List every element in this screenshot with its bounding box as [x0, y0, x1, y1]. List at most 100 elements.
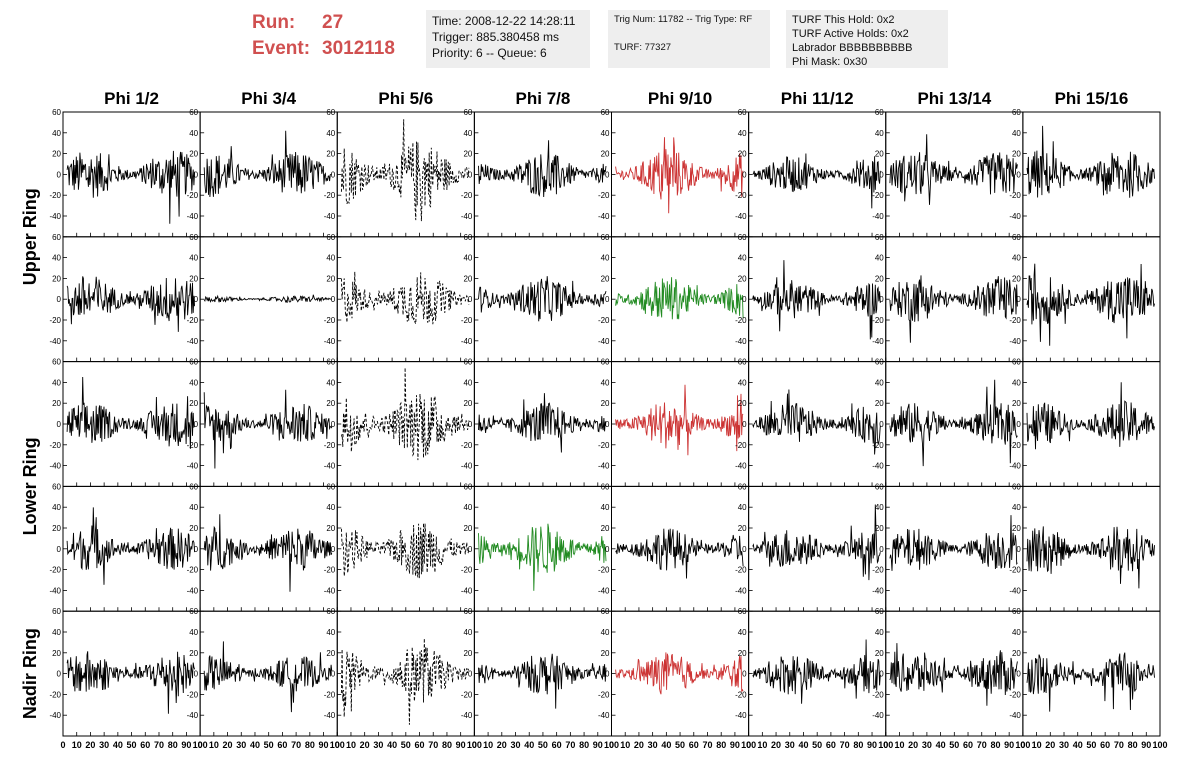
x-tick-label: 70 — [565, 740, 575, 750]
y-tick-label: -20 — [1009, 191, 1021, 200]
y-tick-label: -20 — [324, 690, 336, 699]
waveform-trace — [752, 504, 881, 581]
x-tick-label: 90 — [1004, 740, 1014, 750]
waveform-trace — [615, 277, 744, 320]
x-tick-label: 60 — [826, 740, 836, 750]
waveform-trace — [340, 271, 470, 326]
y-tick-label: 0 — [468, 295, 473, 304]
x-tick-label: 80 — [990, 740, 1000, 750]
y-tick-label: 40 — [326, 628, 335, 637]
panel-frame — [62, 361, 201, 487]
y-tick-label: 20 — [326, 150, 335, 159]
y-tick-label: 60 — [875, 108, 884, 117]
y-tick-label: 60 — [738, 607, 747, 616]
x-tick-label: 60 — [552, 740, 562, 750]
y-tick-label: 60 — [326, 482, 335, 491]
y-tick-label: 0 — [1016, 545, 1021, 554]
priority-line: Priority: 6 -- Queue: 6 — [432, 46, 547, 60]
trig-num-line: Trig Num: 11782 -- Trig Type: RF — [614, 14, 753, 25]
x-tick-label: 0 — [472, 740, 477, 750]
x-tick-label: 60 — [689, 740, 699, 750]
y-tick-label: 20 — [601, 399, 610, 408]
waveform-trace — [889, 515, 1018, 571]
y-tick-label: 20 — [1012, 649, 1021, 658]
x-tick-label: 50 — [812, 740, 822, 750]
y-tick-label: -40 — [49, 711, 61, 720]
y-tick-label: 60 — [601, 607, 610, 616]
y-tick-label: -20 — [324, 566, 336, 575]
y-tick-label: -40 — [461, 711, 473, 720]
y-tick-label: 20 — [738, 150, 747, 159]
y-tick-label: 20 — [738, 649, 747, 658]
x-tick-label: 90 — [1141, 740, 1151, 750]
x-tick-label: 50 — [675, 740, 685, 750]
y-tick-label: -40 — [872, 711, 884, 720]
y-tick-label: -20 — [735, 690, 747, 699]
y-tick-label: 0 — [605, 670, 610, 679]
y-tick-label: 20 — [52, 399, 61, 408]
y-tick-label: -20 — [872, 441, 884, 450]
y-tick-label: 60 — [875, 358, 884, 367]
x-tick-label: 40 — [524, 740, 534, 750]
waveform-trace — [66, 507, 196, 585]
y-tick-label: 40 — [1012, 503, 1021, 512]
panel-frame — [473, 610, 612, 737]
waveform-trace — [1026, 652, 1155, 712]
trigger-line: Trigger: 885.380458 ms — [432, 30, 559, 44]
y-tick-label: 20 — [601, 649, 610, 658]
x-tick-label: 20 — [223, 740, 233, 750]
y-tick-label: 0 — [468, 170, 473, 179]
x-tick-label: 100 — [1152, 740, 1167, 750]
y-tick-label: -40 — [461, 462, 473, 471]
waveform-trace — [752, 639, 881, 704]
y-tick-label: 0 — [331, 170, 336, 179]
y-tick-label: 0 — [194, 545, 199, 554]
y-tick-label: 20 — [326, 524, 335, 533]
y-tick-label: -20 — [461, 441, 473, 450]
y-tick-label: 40 — [601, 628, 610, 637]
y-tick-label: 60 — [326, 358, 335, 367]
x-tick-label: 20 — [360, 740, 370, 750]
waveform-trace — [889, 134, 1018, 205]
y-tick-label: 40 — [463, 254, 472, 263]
y-tick-label: 0 — [605, 420, 610, 429]
y-tick-label: 60 — [326, 108, 335, 117]
waveform-trace — [478, 140, 607, 198]
y-tick-label: -40 — [1009, 337, 1021, 346]
y-tick-label: 0 — [605, 545, 610, 554]
y-tick-label: 20 — [326, 649, 335, 658]
x-tick-label: 40 — [387, 740, 397, 750]
y-tick-label: 0 — [468, 545, 473, 554]
x-tick-label: 90 — [730, 740, 740, 750]
y-tick-label: -40 — [187, 586, 199, 595]
y-tick-label: 0 — [57, 170, 62, 179]
y-tick-label: 60 — [601, 233, 610, 242]
x-tick-label: 60 — [1100, 740, 1110, 750]
y-tick-label: -20 — [598, 316, 610, 325]
y-tick-label: 20 — [52, 524, 61, 533]
column-title: Phi 13/14 — [917, 89, 991, 108]
y-tick-label: 40 — [189, 129, 198, 138]
waveform-trace — [203, 389, 333, 469]
x-tick-label: 0 — [609, 740, 614, 750]
waveform-trace — [478, 653, 607, 709]
y-tick-label: -40 — [187, 212, 199, 221]
ring-label: Upper Ring — [20, 188, 40, 285]
y-tick-label: 40 — [326, 378, 335, 387]
column-title: Phi 9/10 — [648, 89, 712, 108]
y-tick-label: 40 — [463, 129, 472, 138]
x-tick-label: 40 — [113, 740, 123, 750]
y-tick-label: -40 — [49, 586, 61, 595]
y-tick-label: 20 — [875, 150, 884, 159]
y-tick-label: 20 — [463, 649, 472, 658]
x-tick-label: 10 — [620, 740, 630, 750]
y-tick-label: 40 — [738, 254, 747, 263]
panel-frame — [199, 361, 338, 487]
y-tick-label: -20 — [461, 316, 473, 325]
y-tick-label: 0 — [194, 670, 199, 679]
y-tick-label: 40 — [1012, 129, 1021, 138]
y-tick-label: -20 — [49, 566, 61, 575]
waveform-trace — [203, 641, 333, 713]
y-tick-label: 0 — [742, 670, 747, 679]
